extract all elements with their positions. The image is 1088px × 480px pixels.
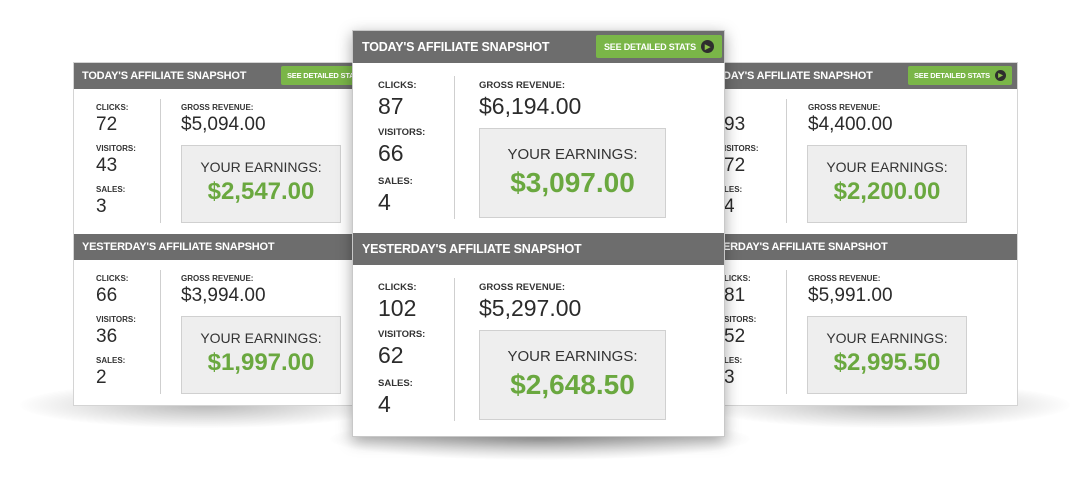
gross-revenue-label: GROSS REVENUE: bbox=[479, 80, 566, 91]
clicks-label: CLICKS: bbox=[378, 282, 417, 293]
yesterday-snapshot-title: ERDAY'S AFFILIATE SNAPSHOT bbox=[723, 241, 888, 253]
affiliate-widget-right: DAY'S AFFILIATE SNAPSHOT SEE DETAILED ST… bbox=[672, 62, 1018, 406]
earnings-label: YOUR EARNINGS: bbox=[826, 330, 948, 346]
visitors-label: VISITORS: bbox=[378, 127, 426, 138]
earnings-box: YOUR EARNINGS: $2,547.00 bbox=[181, 145, 341, 223]
sales-label: SALES: bbox=[378, 378, 413, 389]
earnings-box: YOUR EARNINGS: $2,995.50 bbox=[807, 316, 967, 394]
play-circle-icon: ▶ bbox=[995, 70, 1006, 81]
earnings-label: YOUR EARNINGS: bbox=[200, 159, 322, 175]
gross-revenue-label: GROSS REVENUE: bbox=[479, 282, 566, 293]
yesterday-snapshot-title: YESTERDAY'S AFFILIATE SNAPSHOT bbox=[362, 242, 582, 256]
gross-revenue-value: $5,297.00 bbox=[479, 295, 582, 321]
gross-revenue-value: $6,194.00 bbox=[479, 93, 582, 119]
gross-revenue-label: GROSS REVENUE: bbox=[181, 274, 254, 283]
earnings-box: YOUR EARNINGS: $1,997.00 bbox=[181, 316, 341, 394]
clicks-value: 87 bbox=[378, 93, 404, 119]
affiliate-widget-center: TODAY'S AFFILIATE SNAPSHOT SEE DETAILED … bbox=[352, 30, 725, 437]
divider bbox=[454, 278, 455, 421]
visitors-label: SITORS: bbox=[724, 315, 757, 324]
sales-label: LES: bbox=[724, 185, 743, 194]
clicks-value: 102 bbox=[378, 295, 417, 321]
gross-revenue-value: $3,994.00 bbox=[181, 285, 266, 306]
visitors-value: 62 bbox=[378, 342, 404, 368]
divider bbox=[786, 99, 787, 223]
earnings-label: YOUR EARNINGS: bbox=[200, 330, 322, 346]
clicks-label: CLICKS: bbox=[96, 274, 129, 283]
yesterday-snapshot-title: YESTERDAY'S AFFILIATE SNAPSHOT bbox=[82, 241, 275, 253]
sales-value: 4 bbox=[724, 196, 735, 217]
sales-label: SALES: bbox=[378, 176, 413, 187]
sales-label: LES: bbox=[724, 356, 743, 365]
visitors-label: VISITORS: bbox=[96, 144, 136, 153]
gross-revenue-value: $4,400.00 bbox=[808, 114, 893, 135]
earnings-box: YOUR EARNINGS: $2,200.00 bbox=[807, 145, 967, 223]
see-detailed-stats-button[interactable]: SEE DETAILED STATS ▶ bbox=[596, 35, 722, 58]
visitors-value: 72 bbox=[724, 155, 746, 176]
visitors-value: 43 bbox=[96, 155, 118, 176]
yesterday-snapshot-body: CLICKS: 66 VISITORS: 36 SALES: 2 GROSS R… bbox=[74, 260, 418, 405]
yesterday-snapshot-header: ERDAY'S AFFILIATE SNAPSHOT bbox=[673, 234, 1017, 260]
earnings-box: YOUR EARNINGS: $2,648.50 bbox=[479, 330, 666, 420]
clicks-label: CLICKS: bbox=[378, 80, 417, 91]
gross-revenue-value: $5,094.00 bbox=[181, 114, 266, 135]
clicks-value: 72 bbox=[96, 114, 118, 135]
clicks-label: CLICKS: bbox=[96, 103, 129, 112]
gross-revenue-value: $5,991.00 bbox=[808, 285, 893, 306]
divider bbox=[160, 270, 161, 394]
visitors-label: VISITORS: bbox=[378, 329, 426, 340]
gross-revenue-label: GROSS REVENUE: bbox=[808, 103, 881, 112]
see-detailed-stats-label: SEE DETAILED STATS bbox=[604, 41, 696, 52]
clicks-value: 93 bbox=[724, 114, 746, 135]
sales-value: 4 bbox=[378, 189, 391, 215]
sales-value: 4 bbox=[378, 391, 391, 417]
today-snapshot-body: CLICKS: 87 VISITORS: 66 SALES: 4 GROSS R… bbox=[353, 63, 724, 233]
visitors-value: 36 bbox=[96, 326, 118, 347]
divider bbox=[454, 76, 455, 219]
today-snapshot-title: TODAY'S AFFILIATE SNAPSHOT bbox=[82, 70, 247, 82]
gross-revenue-label: GROSS REVENUE: bbox=[808, 274, 881, 283]
visitors-value: 52 bbox=[724, 326, 746, 347]
divider bbox=[786, 270, 787, 394]
clicks-value: 66 bbox=[96, 285, 118, 306]
earnings-value: $2,995.50 bbox=[833, 349, 941, 376]
visitors-label: ISITORS: bbox=[724, 144, 759, 153]
see-detailed-stats-label: SEE DETAILED STATS bbox=[914, 71, 990, 80]
divider bbox=[160, 99, 161, 223]
yesterday-snapshot-header: YESTERDAY'S AFFILIATE SNAPSHOT bbox=[353, 233, 724, 265]
today-snapshot-title: DAY'S AFFILIATE SNAPSHOT bbox=[723, 70, 873, 82]
visitors-value: 66 bbox=[378, 140, 404, 166]
yesterday-snapshot-body: LICKS: 81 SITORS: 52 LES: 3 GROSS REVENU… bbox=[673, 260, 1017, 405]
earnings-value: $2,547.00 bbox=[207, 178, 315, 205]
today-snapshot-body: 93 ISITORS: 72 LES: 4 GROSS REVENUE: $4,… bbox=[673, 89, 1017, 234]
today-snapshot-header: TODAY'S AFFILIATE SNAPSHOT SEE DETAILED … bbox=[353, 31, 724, 63]
today-snapshot-body: CLICKS: 72 VISITORS: 43 SALES: 3 GROSS R… bbox=[74, 89, 418, 234]
gross-revenue-label: GROSS REVENUE: bbox=[181, 103, 254, 112]
earnings-label: YOUR EARNINGS: bbox=[507, 348, 638, 365]
earnings-label: YOUR EARNINGS: bbox=[507, 146, 638, 163]
today-snapshot-title: TODAY'S AFFILIATE SNAPSHOT bbox=[362, 40, 550, 54]
today-snapshot-header: DAY'S AFFILIATE SNAPSHOT SEE DETAILED ST… bbox=[673, 63, 1017, 89]
see-detailed-stats-label: SEE DETAILED STATS bbox=[287, 71, 363, 80]
earnings-value: $2,200.00 bbox=[833, 178, 941, 205]
play-circle-icon: ▶ bbox=[700, 40, 714, 53]
sales-label: SALES: bbox=[96, 185, 126, 194]
earnings-value: $1,997.00 bbox=[207, 349, 315, 376]
earnings-value: $3,097.00 bbox=[510, 167, 635, 198]
clicks-label: LICKS: bbox=[724, 274, 751, 283]
sales-value: 3 bbox=[724, 367, 735, 388]
earnings-label: YOUR EARNINGS: bbox=[826, 159, 948, 175]
earnings-value: $2,648.50 bbox=[510, 369, 635, 400]
see-detailed-stats-button[interactable]: SEE DETAILED STATS ▶ bbox=[908, 66, 1012, 85]
yesterday-snapshot-body: CLICKS: 102 VISITORS: 62 SALES: 4 GROSS … bbox=[353, 265, 724, 435]
earnings-box: YOUR EARNINGS: $3,097.00 bbox=[479, 128, 666, 218]
sales-label: SALES: bbox=[96, 356, 126, 365]
sales-value: 3 bbox=[96, 196, 107, 217]
sales-value: 2 bbox=[96, 367, 107, 388]
clicks-value: 81 bbox=[724, 285, 746, 306]
visitors-label: VISITORS: bbox=[96, 315, 136, 324]
